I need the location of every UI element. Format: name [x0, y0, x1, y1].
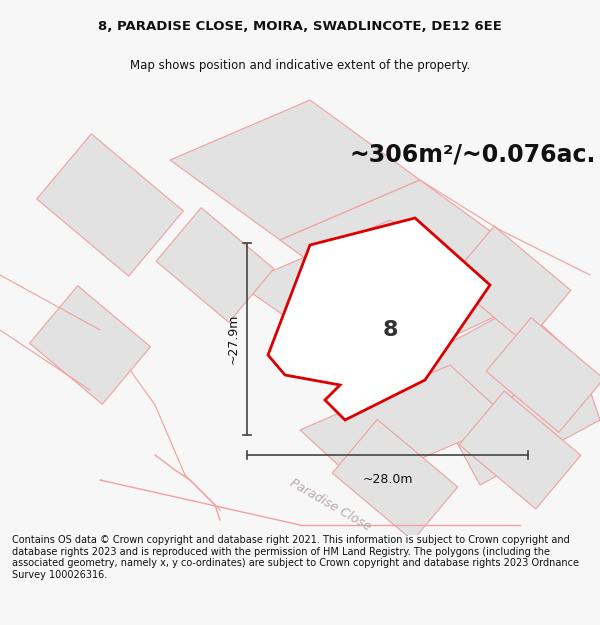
Text: Contains OS data © Crown copyright and database right 2021. This information is : Contains OS data © Crown copyright and d… [12, 535, 579, 580]
Text: Map shows position and indicative extent of the property.: Map shows position and indicative extent… [130, 59, 470, 71]
Polygon shape [280, 180, 530, 320]
Polygon shape [300, 365, 510, 485]
Text: Paradise Close: Paradise Close [287, 476, 373, 534]
Polygon shape [268, 218, 490, 420]
Polygon shape [450, 360, 600, 485]
Polygon shape [332, 419, 458, 541]
Text: ~28.0m: ~28.0m [362, 473, 413, 486]
Text: ~306m²/~0.076ac.: ~306m²/~0.076ac. [350, 143, 596, 167]
Text: 8: 8 [382, 320, 398, 340]
Polygon shape [29, 286, 151, 404]
Polygon shape [390, 305, 580, 430]
Text: 8, PARADISE CLOSE, MOIRA, SWADLINCOTE, DE12 6EE: 8, PARADISE CLOSE, MOIRA, SWADLINCOTE, D… [98, 20, 502, 32]
Polygon shape [240, 220, 520, 375]
Polygon shape [486, 318, 600, 432]
Polygon shape [156, 208, 274, 322]
Polygon shape [37, 134, 183, 276]
Text: ~27.9m: ~27.9m [227, 314, 239, 364]
Polygon shape [449, 226, 571, 344]
Polygon shape [170, 100, 420, 240]
Polygon shape [459, 391, 581, 509]
